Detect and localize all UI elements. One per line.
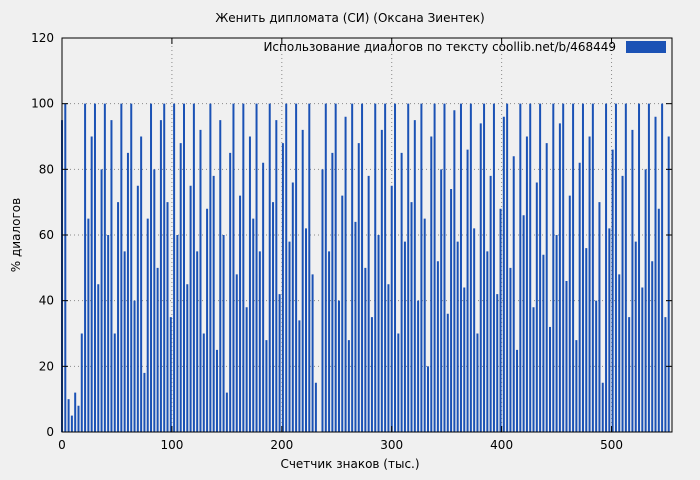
legend: Использование диалогов по тексту coollib… [263, 40, 666, 54]
y-tick-label: 80 [39, 162, 54, 176]
y-tick-label: 60 [39, 228, 54, 242]
y-tick-label: 120 [31, 31, 54, 45]
x-tick-label: 0 [58, 438, 66, 452]
x-tick-label: 400 [490, 438, 513, 452]
y-tick-label: 0 [46, 425, 54, 439]
x-axis-label: Счетчик знаков (тыс.) [280, 457, 420, 471]
y-axis-label: % диалогов [9, 197, 23, 273]
legend-swatch [626, 41, 666, 53]
y-tick-label: 20 [39, 359, 54, 373]
legend-label: Использование диалогов по тексту coollib… [263, 40, 616, 54]
y-tick-label: 40 [39, 294, 54, 308]
chart-title: Женить дипломата (СИ) (Оксана Зиентек) [215, 11, 485, 25]
x-tick-label: 200 [270, 438, 293, 452]
x-tick-label: 500 [600, 438, 623, 452]
x-tick-label: 100 [160, 438, 183, 452]
y-tick-label: 100 [31, 97, 54, 111]
x-tick-label: 300 [380, 438, 403, 452]
